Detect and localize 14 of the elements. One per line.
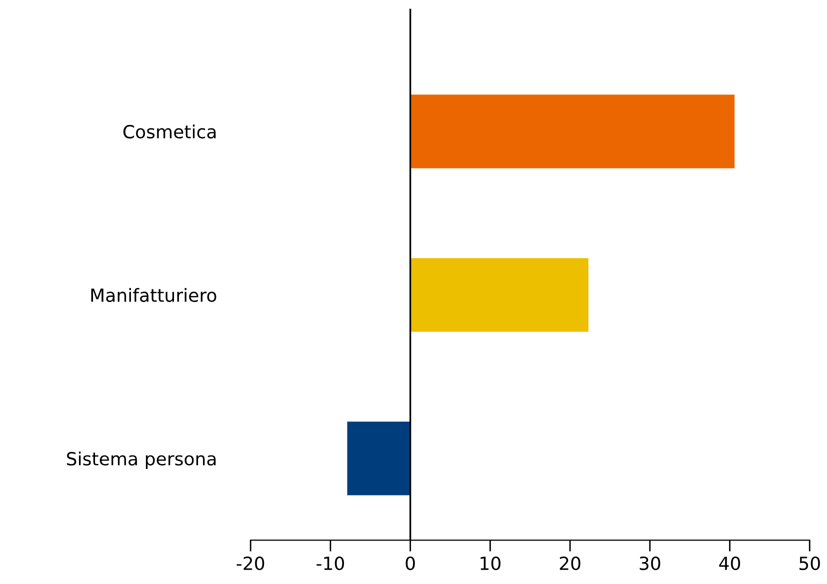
y-tick-label: Cosmetica [123,124,216,139]
x-tick-label: 20 [560,556,580,570]
x-tick-label: 10 [480,556,500,570]
y-tick-label: Sistema persona [67,452,216,470]
y-tick-label: Manifatturiero [91,288,216,302]
bar [347,422,410,496]
x-tick-label: -20 [236,556,264,570]
x-tick-label: 50 [800,556,820,570]
x-tick-label: 40 [719,556,740,570]
x-tick-label: 30 [640,556,660,570]
x-tick-label: -10 [316,556,344,570]
x-tick-label: 0 [406,556,415,570]
bar [410,258,588,332]
bar [410,94,735,168]
